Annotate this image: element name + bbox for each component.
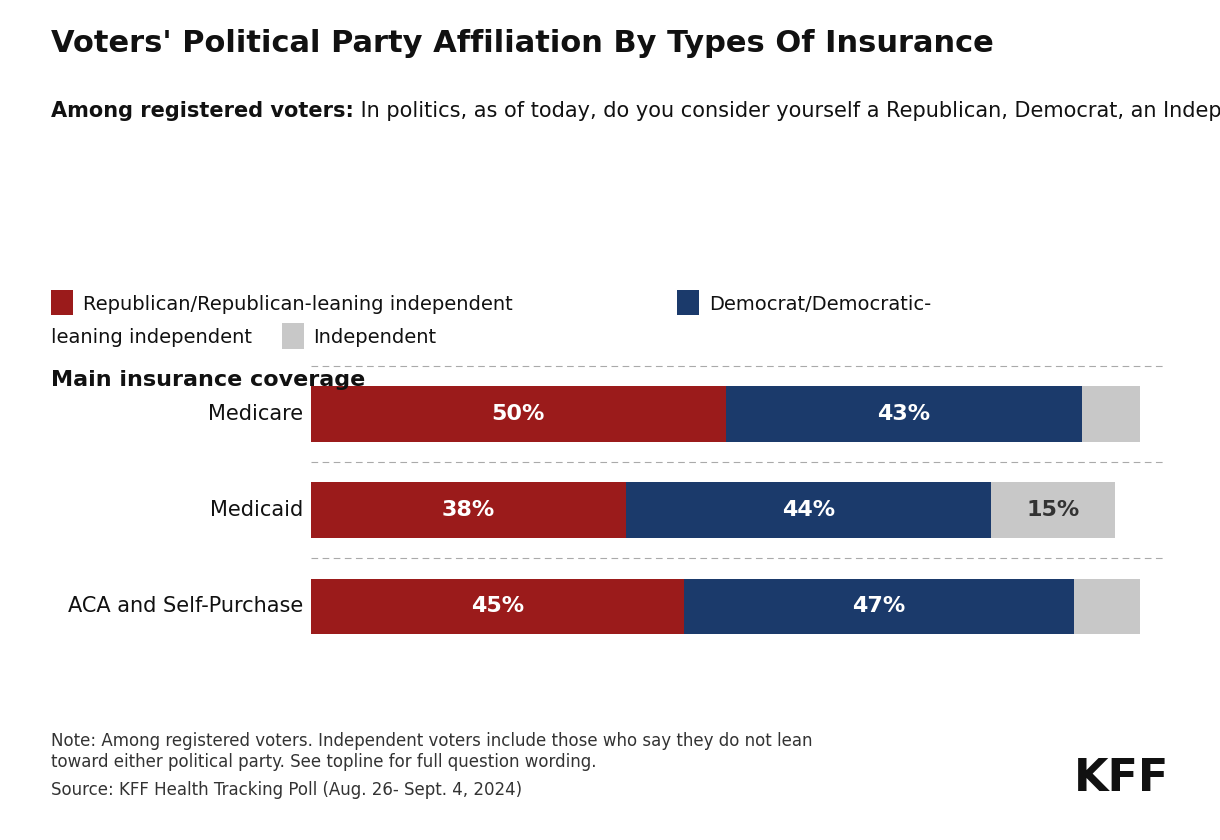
Bar bbox=[311, 579, 684, 634]
Text: 45%: 45% bbox=[471, 596, 525, 617]
Text: 43%: 43% bbox=[877, 404, 931, 424]
Text: 15%: 15% bbox=[1026, 501, 1080, 520]
Bar bbox=[311, 386, 726, 442]
Bar bbox=[626, 482, 991, 538]
Text: leaning independent: leaning independent bbox=[51, 328, 253, 348]
Text: In politics, as of today, do you consider yourself a Republican, Democrat, an In: In politics, as of today, do you conside… bbox=[354, 101, 1220, 121]
Text: Medicaid: Medicaid bbox=[210, 501, 303, 520]
Text: Independent: Independent bbox=[314, 328, 437, 348]
Bar bbox=[726, 386, 1082, 442]
Text: Medicare: Medicare bbox=[207, 404, 303, 424]
Text: KFF: KFF bbox=[1074, 757, 1169, 800]
Text: Voters' Political Party Affiliation By Types Of Insurance: Voters' Political Party Affiliation By T… bbox=[51, 29, 994, 59]
Bar bbox=[311, 482, 626, 538]
Bar bbox=[991, 482, 1115, 538]
Text: 44%: 44% bbox=[782, 501, 836, 520]
Text: Note: Among registered voters. Independent voters include those who say they do : Note: Among registered voters. Independe… bbox=[51, 732, 813, 771]
Text: 38%: 38% bbox=[442, 501, 495, 520]
Text: Republican/Republican-leaning independent: Republican/Republican-leaning independen… bbox=[83, 295, 512, 314]
Text: Among registered voters:: Among registered voters: bbox=[51, 101, 354, 121]
Text: 50%: 50% bbox=[492, 404, 545, 424]
Bar bbox=[1082, 386, 1141, 442]
Text: ACA and Self-Purchase: ACA and Self-Purchase bbox=[67, 596, 303, 617]
Bar bbox=[1074, 579, 1141, 634]
Text: 47%: 47% bbox=[853, 596, 905, 617]
Text: Main insurance coverage: Main insurance coverage bbox=[51, 370, 366, 390]
Text: Democrat/Democratic-: Democrat/Democratic- bbox=[709, 295, 931, 314]
Text: Source: KFF Health Tracking Poll (Aug. 26- Sept. 4, 2024): Source: KFF Health Tracking Poll (Aug. 2… bbox=[51, 781, 522, 799]
Bar bbox=[684, 579, 1074, 634]
